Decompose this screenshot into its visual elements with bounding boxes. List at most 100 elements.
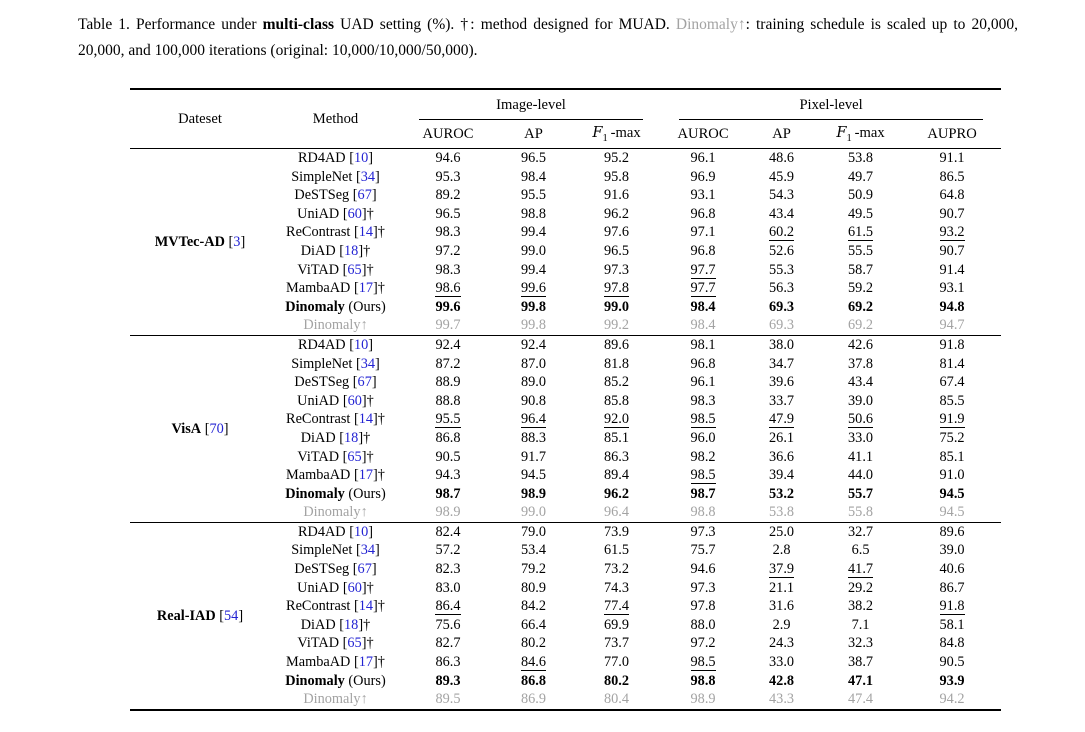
- method-name: UniAD: [297, 579, 340, 596]
- citation-link[interactable]: 60: [347, 205, 362, 222]
- metric-cell: 53.4: [520, 542, 547, 559]
- metric-cell: 96.5: [435, 205, 461, 222]
- citation-link[interactable]: 65: [347, 261, 362, 278]
- dataset-citation: [70]: [201, 420, 229, 437]
- citation-link[interactable]: 70: [209, 420, 224, 437]
- metric-cell: 80.9: [520, 579, 547, 596]
- metric-cell: 69.2: [848, 298, 874, 315]
- metric-cell: 92.4: [520, 336, 547, 353]
- citation-link[interactable]: 18: [344, 429, 359, 446]
- citation-link[interactable]: 14: [358, 598, 374, 615]
- metric-cell: 99.6: [435, 298, 461, 315]
- citation-link[interactable]: 10: [353, 150, 369, 166]
- metric-cell: 25.0: [769, 523, 795, 540]
- method-name: RD4AD: [297, 336, 346, 353]
- citation-link[interactable]: 17: [358, 467, 374, 484]
- col-header-ap: AP: [745, 120, 819, 149]
- metric-cell: 87.2: [435, 355, 461, 372]
- method-name: SimpleNet: [291, 168, 353, 185]
- metric-cell: 69.3: [769, 298, 795, 315]
- metric-cell: 54.3: [769, 187, 795, 204]
- metric-cell: 94.6: [690, 561, 716, 578]
- metric-cell: 32.7: [848, 523, 874, 540]
- dataset-group-mvtec-ad: MVTec-AD [3] RD4AD [10] 94.6 96.5 95.2 96.1 48…: [130, 149, 1002, 336]
- metric-cell: 94.3: [435, 467, 461, 484]
- citation-link[interactable]: 65: [347, 635, 362, 652]
- metric-cell: 99.8: [520, 317, 547, 334]
- metric-cell: 49.7: [848, 168, 874, 185]
- citation-link[interactable]: 60: [347, 392, 362, 409]
- metric-cell: 73.7: [604, 635, 630, 652]
- table-row: DiAD [18]† 97.2 99.0 96.5 96.8 52.6 55.5 90.7: [130, 242, 1001, 261]
- metric-cell: 97.2: [435, 242, 461, 259]
- image-level-label: Image-level: [419, 97, 644, 120]
- citation-link[interactable]: 67: [357, 561, 372, 578]
- metric-cell: 38.0: [769, 336, 795, 353]
- metric-cell: 99.0: [520, 504, 547, 521]
- method-cell: RD4AD [10]: [297, 150, 374, 166]
- metric-cell: 94.2: [939, 691, 965, 708]
- metric-cell: 90.7: [939, 242, 965, 259]
- method-name: RD4AD: [297, 150, 346, 166]
- metric-cell: 42.6: [848, 336, 874, 353]
- citation-link[interactable]: 18: [344, 242, 359, 259]
- metric-cell: 41.1: [848, 448, 874, 465]
- metric-cell: 90.8: [520, 392, 547, 409]
- metric-cell: 79.2: [520, 561, 547, 578]
- metric-cell: 97.8: [572, 279, 661, 298]
- metric-cell: 34.7: [769, 355, 795, 372]
- metric-cell: 86.3: [435, 654, 461, 671]
- metric-cell: 96.4: [495, 410, 572, 429]
- citation-link[interactable]: 14: [358, 411, 374, 428]
- citation-link[interactable]: 10: [353, 523, 369, 540]
- metric-cell: 29.2: [848, 579, 874, 596]
- metric-cell: 93.9: [939, 672, 965, 689]
- metric-cell: 75.2: [939, 429, 965, 446]
- metric-cell: 85.1: [939, 448, 965, 465]
- metric-cell: 91.1: [939, 150, 965, 166]
- citation-link[interactable]: 65: [347, 448, 362, 465]
- citation-link[interactable]: 17: [358, 280, 374, 297]
- method-suffix: (Ours): [344, 672, 386, 689]
- citation-link[interactable]: 17: [358, 654, 374, 671]
- method-cell: Dinomaly↑: [270, 690, 401, 710]
- metric-cell: 97.2: [690, 635, 716, 652]
- col-header-method: Method: [270, 89, 401, 149]
- citation-link[interactable]: 34: [360, 355, 376, 372]
- table-row: SimpleNet [34] 95.3 98.4 95.8 96.9 45.9 49.7 86…: [130, 168, 1001, 187]
- metric-cell: 33.7: [769, 392, 795, 409]
- metric-cell: 61.5: [818, 223, 903, 242]
- dataset-name: VisA: [171, 420, 202, 437]
- metric-cell: 97.6: [604, 224, 630, 241]
- citation-link[interactable]: 14: [358, 224, 374, 241]
- metric-cell: 95.5: [401, 410, 495, 429]
- metric-cell: 98.5: [661, 410, 745, 429]
- citation-link[interactable]: 60: [347, 579, 362, 596]
- citation-link[interactable]: 34: [360, 168, 376, 185]
- metric-cell: 24.3: [769, 635, 795, 652]
- method-name: ViTAD: [297, 448, 340, 465]
- metric-cell: 44.0: [848, 467, 874, 484]
- metric-cell: 39.0: [848, 392, 874, 409]
- method-name: Dinomaly: [285, 485, 345, 502]
- metric-cell: 91.6: [604, 187, 630, 204]
- method-cell: ReContrast [14]†: [286, 411, 385, 428]
- dataset-cell: VisA [70]: [130, 335, 270, 522]
- method-name: SimpleNet: [291, 542, 353, 559]
- metric-cell: 80.4: [604, 691, 630, 708]
- method-cell: ReContrast [14]†: [286, 224, 385, 241]
- table-row: ReContrast [14]† 86.4 84.2 77.4 97.8 31.6 38.2…: [130, 597, 1001, 616]
- citation-link[interactable]: 67: [357, 374, 372, 391]
- method-name: DiAD: [300, 242, 336, 259]
- citation-link[interactable]: 67: [357, 187, 372, 204]
- citation-link[interactable]: 10: [353, 336, 369, 353]
- method-name: MambaAD: [286, 280, 351, 297]
- table-row: DeSTSeg [67] 89.2 95.5 91.6 93.1 54.3 50.9 64.8: [130, 186, 1001, 205]
- citation-link[interactable]: 3: [233, 233, 241, 250]
- method-cell: SimpleNet [34]: [291, 355, 380, 372]
- citation-link[interactable]: 54: [224, 607, 239, 624]
- citation-link[interactable]: 34: [360, 542, 376, 559]
- metric-cell: 82.3: [435, 561, 461, 578]
- metric-cell: 82.4: [435, 523, 461, 540]
- citation-link[interactable]: 18: [344, 616, 359, 633]
